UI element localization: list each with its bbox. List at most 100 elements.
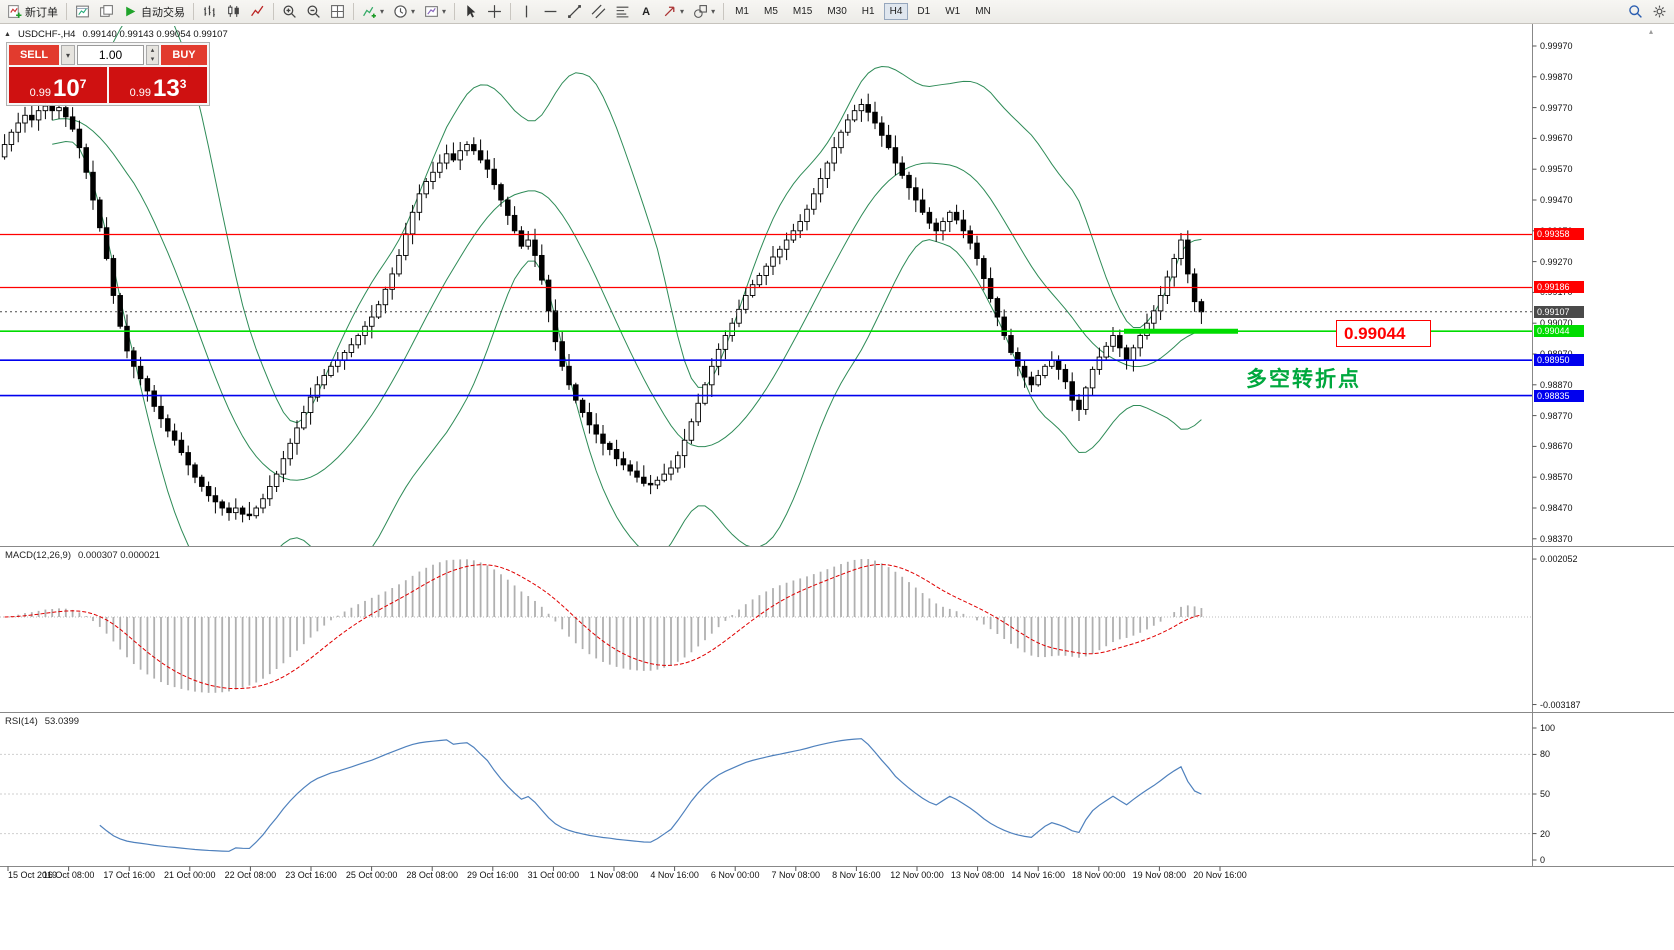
tile-windows-button[interactable]	[326, 2, 349, 22]
rsi-panel	[0, 738, 1532, 852]
search-button[interactable]	[1624, 2, 1647, 22]
toolbar-separator	[454, 3, 456, 20]
profiles-icon	[99, 4, 114, 19]
line-chart-type-button[interactable]	[246, 2, 269, 22]
zoom-in-icon	[282, 4, 297, 19]
autotrade-button-label: 自动交易	[141, 6, 185, 19]
crosshair-icon	[487, 4, 502, 19]
text-tool-button[interactable]: A	[635, 2, 657, 22]
arrow-tool-icon	[662, 4, 677, 19]
turning-point-label[interactable]: 多空转折点	[1246, 368, 1361, 391]
new-order-button-label: 新订单	[25, 6, 58, 19]
vertical-line-icon	[519, 4, 534, 19]
candle-chart-type-button[interactable]	[222, 2, 245, 22]
buy-price-pips: 13	[153, 75, 180, 102]
bollinger-lower-band	[52, 140, 1202, 546]
toolbar-separator	[193, 3, 194, 20]
timeframe-w1-button[interactable]: W1	[945, 6, 961, 17]
horizontal-line-icon	[543, 4, 558, 19]
rsi-value: 53.0399	[44, 716, 80, 727]
shapes-icon	[693, 4, 708, 19]
toolbar: 新订单 自动交易 ▾ ▾ ▾ A ▾ ▾ M1 M5 M15 M30 H1 H4 D1 W1 MN	[0, 0, 1674, 24]
candlestick-series	[1, 93, 1205, 523]
channel-icon	[591, 4, 606, 19]
rsi-name: RSI(14)	[5, 716, 38, 727]
timeframe-m1-button[interactable]: M1	[735, 6, 749, 17]
volume-stepper[interactable]: ▴ ▾	[146, 45, 159, 65]
settings-button[interactable]	[1648, 2, 1671, 22]
zoom-in-button[interactable]	[278, 2, 301, 22]
dropdown-caret-icon: ▾	[442, 7, 447, 16]
sell-price-base: 0.99	[29, 87, 52, 99]
autotrade-play-icon	[123, 4, 138, 19]
symbol-timeframe-label: USDCHF-,H4	[17, 29, 76, 40]
fibonacci-button[interactable]	[611, 2, 634, 22]
chart-window-button[interactable]	[71, 2, 94, 22]
volume-input[interactable]	[77, 45, 144, 65]
line-chart-icon	[250, 4, 265, 19]
trade-panel-controls: SELL ▾ ▴▾ BUY	[9, 45, 207, 65]
buy-price-display[interactable]: 0.99 13 3	[109, 67, 207, 103]
chevron-down-icon: ▾	[65, 50, 70, 60]
stepper-up-icon: ▴	[150, 47, 155, 54]
tile-windows-icon	[330, 4, 345, 19]
collapse-triangle-icon[interactable]: ▲	[4, 31, 11, 38]
timeframe-m15-button[interactable]: M15	[792, 6, 813, 17]
chart-title: ▲ USDCHF-,H4 0.99140 0.99143 0.99054 0.9…	[4, 29, 228, 40]
trade-panel-prices: 0.99 10 7 0.99 13 3	[9, 67, 207, 103]
fibonacci-icon	[615, 4, 630, 19]
zoom-out-icon	[306, 4, 321, 19]
bar-chart-icon	[202, 4, 217, 19]
dropdown-caret-icon: ▾	[380, 7, 385, 16]
order-type-dropdown[interactable]: ▾	[61, 45, 75, 65]
timeframe-mn-button[interactable]: MN	[975, 6, 991, 17]
toolbar-separator	[66, 3, 67, 20]
toolbar-separator	[510, 3, 512, 20]
cursor-button[interactable]	[459, 2, 482, 22]
chart-shift-marker-icon[interactable]: ▴	[1649, 27, 1654, 36]
one-click-trading-panel: SELL ▾ ▴▾ BUY 0.99 10 7 0.99 13 3	[6, 42, 210, 106]
arrows-tool-button[interactable]: ▾	[658, 2, 688, 22]
horizontal-line-button[interactable]	[539, 2, 562, 22]
clock-icon	[393, 4, 408, 19]
trendline-button[interactable]	[563, 2, 586, 22]
vertical-line-button[interactable]	[515, 2, 538, 22]
timeframe-h1-button[interactable]: H1	[861, 6, 875, 17]
ohlc-values: 0.99140 0.99143 0.99054 0.99107	[82, 29, 228, 40]
autotrade-button[interactable]: 自动交易	[119, 2, 189, 22]
indicators-icon	[362, 4, 377, 19]
buy-price-base: 0.99	[129, 87, 152, 99]
macd-name: MACD(12,26,9)	[5, 550, 71, 561]
sell-button[interactable]: SELL	[9, 45, 59, 65]
indicators-button[interactable]: ▾	[358, 2, 388, 22]
timeframe-h4-button[interactable]: H4	[883, 3, 909, 20]
new-order-icon	[7, 4, 22, 19]
new-order-button[interactable]: 新订单	[3, 2, 62, 22]
shapes-tool-button[interactable]: ▾	[689, 2, 719, 22]
timeframe-m5-button[interactable]: M5	[763, 6, 778, 17]
sell-price-display[interactable]: 0.99 10 7	[9, 67, 107, 103]
buy-button[interactable]: BUY	[161, 45, 207, 65]
crosshair-button[interactable]	[483, 2, 506, 22]
trendline-icon	[567, 4, 582, 19]
profiles-button[interactable]	[95, 2, 118, 22]
templates-button[interactable]: ▾	[420, 2, 450, 22]
text-tool-button-label: A	[642, 5, 651, 18]
bollinger-upper-band	[52, 26, 1202, 424]
gear-icon	[1652, 4, 1667, 19]
bar-chart-type-button[interactable]	[198, 2, 221, 22]
zoom-out-button[interactable]	[302, 2, 325, 22]
macd-header: MACD(12,26,9) 0.000307 0.000021	[5, 550, 160, 561]
timeframe-d1-button[interactable]: D1	[917, 6, 931, 17]
timeframe-m30-button[interactable]: M30	[827, 6, 847, 17]
channel-button[interactable]	[587, 2, 610, 22]
periods-button[interactable]: ▾	[389, 2, 419, 22]
dropdown-caret-icon: ▾	[680, 7, 685, 16]
toolbar-separator	[353, 3, 354, 20]
search-icon	[1628, 4, 1643, 19]
macd-signal-line	[4, 563, 1202, 690]
price-callout-box[interactable]: 0.99044	[1336, 320, 1431, 347]
